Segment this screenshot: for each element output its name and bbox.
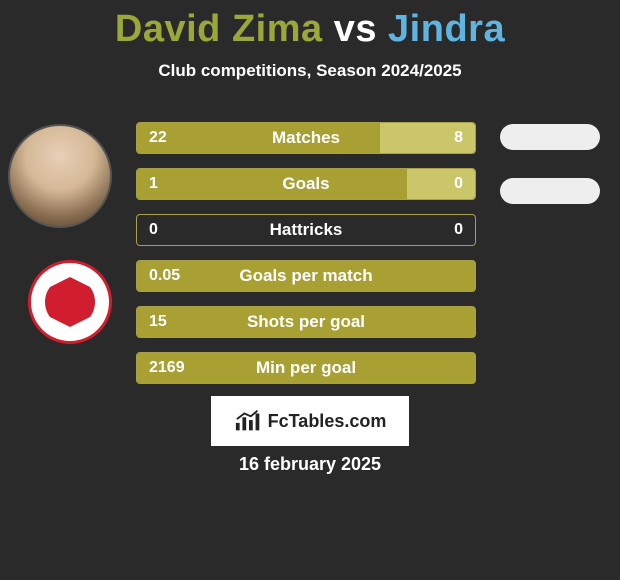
value-left: 0 [149,215,158,245]
value-left: 22 [149,123,167,153]
date-text: 16 february 2025 [0,454,620,475]
vs-text: vs [334,8,377,50]
stat-row: 2169Min per goal [136,352,476,384]
value-left: 0.05 [149,261,180,291]
bar-right [407,169,475,199]
bar-left [137,123,380,153]
stat-row: 228Matches [136,122,476,154]
stat-row: 15Shots per goal [136,306,476,338]
subtitle: Club competitions, Season 2024/2025 [0,61,620,81]
row-label: Hattricks [137,215,475,245]
branding-badge: FcTables.com [211,396,409,446]
value-right: 0 [454,215,463,245]
value-left: 2169 [149,353,185,383]
page-title: David Zima vs Jindra [0,0,620,51]
player2-name: Jindra [388,8,505,50]
chart-icon [234,409,264,433]
stat-row: 0.05Goals per match [136,260,476,292]
bar-left [137,307,475,337]
branding-text: FcTables.com [268,411,387,432]
value-left: 1 [149,169,158,199]
stat-row: 0 0Hattricks [136,214,476,246]
player1-club-logo [28,260,112,344]
bar-left [137,169,407,199]
value-right: 0 [454,169,463,199]
stat-row: 10Goals [136,168,476,200]
player1-avatar [8,124,112,228]
player2-club-logo [500,178,600,204]
player2-avatar [500,124,600,150]
bar-left [137,353,475,383]
bar-left [137,261,475,291]
comparison-chart: 228Matches10Goals00Hattricks0.05Goals pe… [136,122,476,398]
value-left: 15 [149,307,167,337]
player1-name: David Zima [115,8,323,50]
value-right: 8 [454,123,463,153]
